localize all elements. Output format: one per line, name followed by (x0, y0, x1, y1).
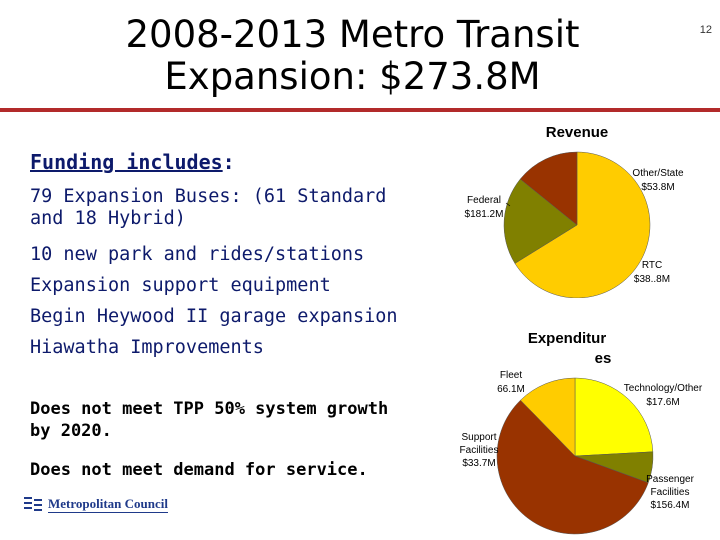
revenue-slice-other-state (503, 178, 578, 264)
funding-item-hiawatha: Hiawatha Improvements (30, 337, 264, 358)
funding-heading-colon: : (222, 150, 235, 174)
expenditures-slices (496, 377, 654, 535)
page-number: 12 (699, 24, 712, 36)
federal-leader (505, 202, 511, 207)
revenue-slice-rtc (519, 151, 578, 226)
funding-item-heywood: Begin Heywood II garage expansion (30, 306, 398, 327)
revenue-slice-federal (514, 151, 651, 298)
expenditures-chart-title-line-2: es (595, 350, 612, 367)
expenditure-label-fleet-value: 66.1M (497, 384, 525, 395)
title-line-1: 2008-2013 Metro Transit (125, 13, 580, 56)
revenue-slices (503, 151, 651, 298)
revenue-label-rtc-value: $38..8M (634, 274, 670, 285)
funding-heading: Funding includes: (30, 148, 430, 176)
revenue-label-other-value: $53.8M (641, 182, 674, 193)
title-line-2: Expansion: $273.8M (164, 55, 541, 98)
metropolitan-council-logo: Metropolitan Council (22, 494, 169, 514)
expenditure-label-fleet-name: Fleet (500, 370, 522, 381)
funding-item-support-equipment: Expansion support equipment (30, 275, 331, 296)
expenditure-slice-support-facilities (520, 377, 576, 457)
revenue-pie-chart: Revenue Federal $181.2M Other/State $53.… (465, 124, 684, 298)
expenditure-label-tech-name: Technology/Other (624, 383, 703, 394)
funding-section: Funding includes: 79 Expansion Buses: (6… (30, 148, 430, 363)
funding-heading-text: Funding includes (30, 150, 223, 174)
revenue-label-rtc-name: RTC (642, 260, 662, 271)
expenditure-label-passenger-value: $156.4M (651, 500, 690, 511)
revenue-chart-title: Revenue (546, 124, 609, 141)
funding-item-park-rides: 10 new park and rides/stations (30, 244, 365, 265)
expenditure-label-tech-value: $17.6M (646, 397, 679, 408)
revenue-label-federal-value: $181.2M (465, 209, 504, 220)
expenditure-label-support-line-2: Facilities (460, 445, 499, 456)
revenue-label-federal-name: Federal (467, 195, 501, 206)
revenue-label-other-name: Other/State (632, 168, 684, 179)
expenditure-label-support-line-1: Support (461, 432, 496, 443)
expenditure-slice-fleet (574, 377, 654, 457)
funding-item-buses: 79 Expansion Buses: (61 Standard and 18 … (30, 186, 387, 229)
title-divider (0, 108, 720, 112)
council-logo-icon (24, 497, 42, 511)
expenditure-label-support-value: $33.7M (462, 458, 495, 469)
slide-title: 2008-2013 Metro Transit Expansion: $273.… (100, 14, 605, 98)
expenditure-label-passenger-line-1: Passenger (646, 474, 694, 485)
expenditures-chart-title-line-1: Expenditur (528, 330, 607, 347)
expenditure-label-passenger-line-2: Facilities (651, 487, 690, 498)
expenditures-pie-chart: Expenditur es Fleet 66.1M Technology/Oth… (460, 330, 703, 535)
note-demand: Does not meet demand for service. (30, 460, 368, 480)
expenditure-slice-passenger-facilities (496, 399, 649, 535)
note-tpp-growth: Does not meet TPP 50% system growth by 2… (30, 399, 389, 441)
logo-text: Metropolitan Council (48, 495, 169, 513)
